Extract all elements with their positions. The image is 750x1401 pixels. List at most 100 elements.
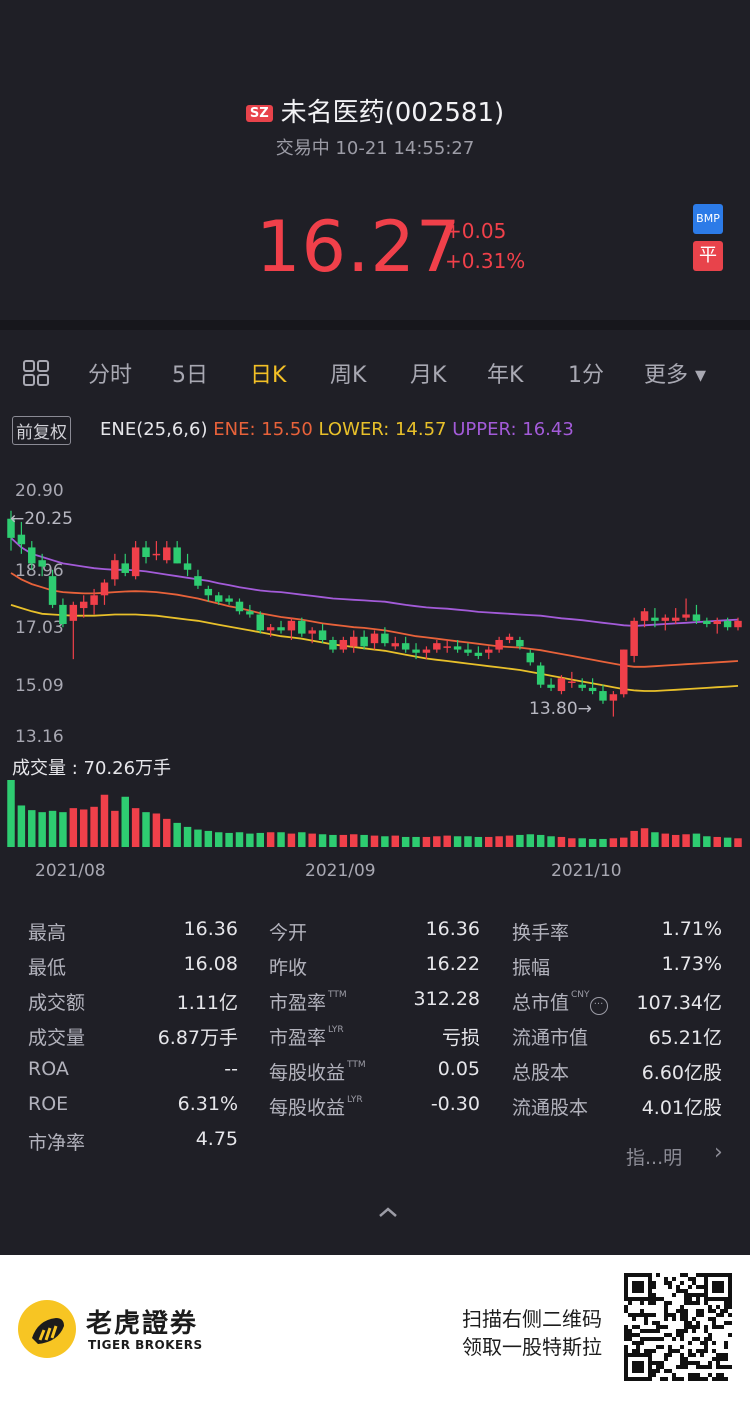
candle-body — [474, 652, 483, 656]
candle-body — [152, 553, 161, 556]
candle-body — [204, 588, 213, 596]
candle-body — [401, 643, 410, 650]
chevron-up-icon[interactable] — [370, 1200, 406, 1224]
candle-body — [183, 563, 192, 570]
candle-body — [568, 681, 576, 683]
qr-code-icon[interactable] — [624, 1273, 732, 1381]
volume-bar — [682, 834, 690, 847]
candle-body — [256, 614, 264, 631]
ene-band-line — [10, 572, 739, 668]
promo-line: 领取一股特斯拉 — [462, 1335, 602, 1359]
low-marker: 13.80→ — [529, 699, 592, 719]
volume-bar — [526, 834, 535, 847]
candle-body — [505, 636, 514, 640]
tab-more[interactable]: 更多 ▾ — [644, 363, 707, 388]
kline-chart[interactable]: 20.90 18.96 17.03 15.09 13.16 ←20.25 13.… — [0, 460, 750, 880]
stat-value: 亏损 — [441, 1027, 480, 1049]
volume-bar — [516, 834, 524, 847]
volume-bar — [453, 836, 462, 847]
volume-bar — [329, 834, 337, 847]
ping-badge[interactable]: 平 — [693, 241, 723, 271]
volume-bar — [557, 836, 566, 847]
indicator-row: 前复权 ENE(25,6,6) ENE: 15.50 LOWER: 14.57 … — [0, 416, 750, 446]
bmp-badge[interactable]: BMP — [693, 204, 723, 234]
candle-body — [599, 691, 607, 701]
stat-value: 16.36 — [183, 918, 238, 940]
grid-icon[interactable] — [22, 359, 50, 387]
stat-label: 成交量 — [28, 1027, 86, 1049]
volume-bar — [90, 806, 98, 847]
tab-1min[interactable]: 1分 — [568, 363, 604, 388]
volume-bar — [547, 836, 555, 847]
stat-label: 换手率 — [512, 922, 570, 944]
stat-label: 每股收益 TTM — [269, 1060, 366, 1084]
stat-label[interactable]: 总市值 CNY··· — [512, 988, 608, 1015]
volume-bar — [412, 836, 420, 847]
tab-daily-k[interactable]: 日K — [250, 363, 287, 388]
stat-label: 最高 — [28, 922, 67, 944]
stat-value: -0.30 — [430, 1093, 480, 1115]
change-amount: +0.05 — [445, 219, 507, 243]
stat-label: 今开 — [269, 922, 308, 944]
stat-label: 市净率 — [28, 1132, 86, 1154]
lower-value: LOWER: 14.57 — [318, 419, 447, 440]
candle-body — [298, 620, 306, 634]
indicator-note-link[interactable]: 指...明 — [626, 1147, 683, 1169]
candle-body — [516, 639, 524, 647]
market-badge: SZ — [245, 105, 273, 122]
candle-body — [422, 649, 431, 653]
candle-body — [620, 649, 628, 695]
tab-weekly-k[interactable]: 周K — [330, 363, 367, 388]
candle-body — [640, 611, 649, 621]
promo-line: 扫描右侧二维码 — [462, 1307, 602, 1331]
indicator-values[interactable]: ENE(25,6,6) ENE: 15.50 LOWER: 14.57 UPPE… — [100, 419, 574, 440]
trading-status: 交易中 10-21 14:55:27 — [275, 138, 475, 159]
volume-bar — [495, 836, 503, 847]
volume-bar — [194, 829, 202, 847]
volume-bar — [536, 834, 545, 847]
stat-sup: LYR — [328, 1025, 344, 1035]
candle-body — [339, 639, 348, 650]
candle-body — [163, 547, 171, 561]
candle-body — [703, 620, 711, 625]
volume-bar — [48, 810, 57, 847]
y-axis: 20.90 18.96 17.03 15.09 13.16 — [15, 481, 64, 747]
volume-bar — [474, 836, 483, 847]
candle-body — [277, 627, 285, 631]
volume-bar — [38, 812, 46, 847]
change-percent: +0.31% — [445, 249, 526, 273]
volume-bar — [204, 830, 213, 847]
candle-body — [90, 595, 98, 605]
tab-5day[interactable]: 5日 — [172, 363, 208, 388]
volume-bar — [59, 812, 67, 847]
y-tick-label: 15.09 — [15, 676, 64, 696]
stat-value: 65.21亿 — [648, 1027, 722, 1049]
candle-body — [235, 601, 244, 612]
candle-body — [225, 598, 233, 602]
volume-bar — [630, 830, 638, 847]
candle-body — [48, 576, 57, 605]
candle-body — [28, 547, 36, 564]
volume-bar — [131, 808, 140, 847]
chevron-right-icon[interactable]: › — [714, 1140, 723, 1165]
stat-value: 0.05 — [437, 1058, 480, 1080]
stock-name: 未名医药(002581) — [280, 98, 505, 128]
tab-yearly-k[interactable]: 年K — [487, 363, 524, 388]
stat-value: 312.28 — [413, 988, 480, 1010]
tab-intraday[interactable]: 分时 — [88, 363, 133, 388]
volume-bar — [578, 838, 586, 847]
y-tick-label: 17.03 — [15, 618, 64, 638]
volume-bar — [703, 836, 711, 847]
candle-body — [121, 563, 129, 573]
volume-bar — [568, 838, 576, 847]
volume-bar — [505, 835, 514, 847]
adjust-button[interactable]: 前复权 — [12, 416, 71, 445]
candle-body — [381, 633, 389, 644]
candle-body — [79, 601, 88, 609]
candle-body — [100, 582, 109, 596]
stat-value: 16.08 — [183, 953, 238, 975]
volume-bar — [349, 834, 358, 847]
stat-sup: LYR — [347, 1095, 363, 1105]
volume-bar — [298, 832, 306, 847]
tab-monthly-k[interactable]: 月K — [410, 363, 447, 388]
